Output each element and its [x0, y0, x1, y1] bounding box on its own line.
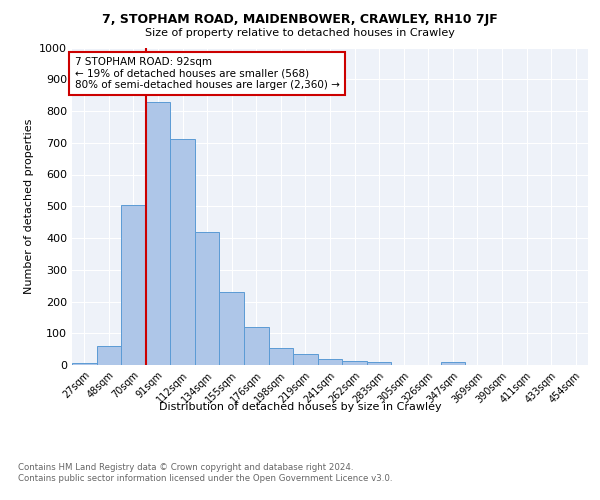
Bar: [293, 354, 318, 365]
Y-axis label: Number of detached properties: Number of detached properties: [23, 118, 34, 294]
Bar: [220, 292, 244, 365]
Bar: [72, 363, 97, 365]
Bar: [244, 327, 269, 365]
Bar: [318, 360, 342, 365]
Bar: [440, 362, 465, 365]
Text: Contains HM Land Registry data © Crown copyright and database right 2024.: Contains HM Land Registry data © Crown c…: [18, 462, 353, 471]
Bar: [269, 348, 293, 365]
Bar: [170, 138, 195, 365]
Bar: [146, 102, 170, 365]
Text: 7 STOPHAM ROAD: 92sqm
← 19% of detached houses are smaller (568)
80% of semi-det: 7 STOPHAM ROAD: 92sqm ← 19% of detached …: [74, 57, 340, 90]
Bar: [97, 346, 121, 365]
Text: 7, STOPHAM ROAD, MAIDENBOWER, CRAWLEY, RH10 7JF: 7, STOPHAM ROAD, MAIDENBOWER, CRAWLEY, R…: [102, 12, 498, 26]
Text: Size of property relative to detached houses in Crawley: Size of property relative to detached ho…: [145, 28, 455, 38]
Bar: [367, 362, 391, 365]
Bar: [195, 232, 220, 365]
Text: Contains public sector information licensed under the Open Government Licence v3: Contains public sector information licen…: [18, 474, 392, 483]
Bar: [121, 204, 146, 365]
Text: Distribution of detached houses by size in Crawley: Distribution of detached houses by size …: [158, 402, 442, 412]
Bar: [342, 361, 367, 365]
